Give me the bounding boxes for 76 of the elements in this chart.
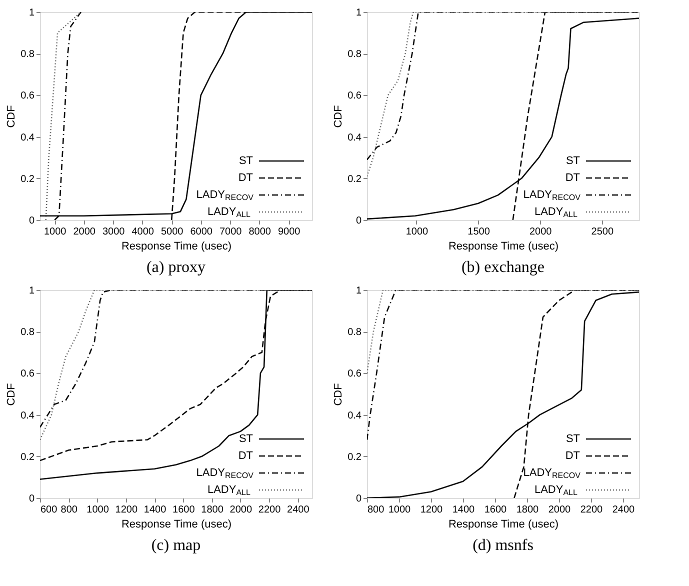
y-tick-label: 0	[28, 216, 35, 226]
x-tick-label: 3000	[102, 226, 126, 238]
y-tick-label: 0.4	[20, 132, 35, 144]
legend-label: ST	[566, 155, 580, 167]
x-tick-label: 4000	[132, 226, 154, 238]
x-tick-label: 1600	[172, 504, 196, 516]
legend-label: ST	[566, 433, 580, 445]
y-tick-label: 0.2	[348, 174, 362, 185]
x-tick-label: 1200	[115, 504, 138, 516]
x-tick-label: 9000	[278, 226, 301, 238]
text: (a) proxy	[146, 259, 206, 276]
x-tick-label: 1000	[86, 504, 110, 516]
y-tick-label: 0.2	[20, 452, 35, 463]
x-tick-label: 1000	[406, 226, 429, 238]
x-axis-title: Response Time (usec)	[121, 518, 232, 530]
legend-label: ST	[238, 433, 254, 445]
x-tick-label: 2000	[529, 226, 552, 238]
text: (d) msnfs	[472, 537, 534, 554]
legend-label: DT	[238, 172, 254, 184]
x-tick-label: 1800	[516, 504, 540, 516]
y-tick-label: 0.6	[20, 90, 35, 102]
x-tick-label: 800	[368, 504, 385, 516]
x-tick-label: 2400	[612, 504, 636, 516]
y-tick-label: 0.8	[20, 327, 35, 338]
y-tick-label: 0	[356, 216, 362, 226]
legend-label: DT	[565, 172, 580, 184]
y-axis-title: CDF	[332, 104, 345, 128]
y-tick-label: 0.6	[348, 368, 362, 380]
x-tick-label: 2000	[548, 504, 572, 516]
x-tick-label: 2200	[580, 504, 604, 516]
legend-label: ST	[238, 155, 254, 167]
y-tick-label: 0.2	[348, 452, 362, 463]
x-tick-label: 5000	[160, 226, 184, 238]
x-tick-label: 1800	[201, 504, 224, 516]
x-axis-title: Response Time (usec)	[121, 240, 232, 252]
x-tick-label: 1500	[468, 226, 490, 238]
x-tick-label: 1000	[388, 504, 412, 516]
y-axis-title: CDF	[332, 382, 345, 406]
text: (c) map	[151, 537, 201, 554]
y-tick-label: 1	[28, 286, 35, 296]
x-tick-label: 2000	[73, 226, 96, 238]
x-tick-label: 1000	[44, 226, 67, 238]
x-tick-label: 2400	[287, 504, 310, 516]
y-tick-label: 0.8	[348, 49, 362, 60]
y-tick-label: 0.6	[20, 368, 35, 380]
y-tick-label: 0.6	[348, 90, 362, 102]
legend-label: DT	[238, 450, 254, 462]
y-tick-label: 0.4	[20, 410, 35, 422]
y-tick-label: 0	[28, 494, 35, 504]
y-axis-title: CDF	[6, 382, 18, 406]
y-tick-label: 0.8	[20, 49, 35, 60]
x-axis-title: Response Time (usec)	[448, 240, 559, 252]
x-tick-label: 6000	[190, 226, 213, 238]
x-tick-label: 1400	[452, 504, 476, 516]
y-axis-title: CDF	[6, 104, 18, 128]
x-tick-label: 8000	[248, 226, 272, 238]
y-tick-label: 0	[356, 494, 362, 504]
x-tick-label: 1600	[484, 504, 508, 516]
x-tick-label: 1200	[420, 504, 444, 516]
y-tick-label: 1	[356, 286, 362, 296]
y-tick-label: 0.2	[20, 174, 35, 185]
y-tick-label: 0.4	[348, 410, 362, 422]
x-tick-label: 1400	[144, 504, 167, 516]
y-tick-label: 1	[28, 8, 35, 18]
y-tick-label: 0.4	[348, 132, 362, 144]
y-tick-label: 0.8	[348, 327, 362, 338]
x-tick-label: 2200	[258, 504, 282, 516]
x-axis-title: Response Time (usec)	[448, 518, 559, 530]
x-tick-label: 7000	[219, 226, 242, 238]
x-tick-label: 800	[60, 504, 78, 516]
x-tick-label: 600	[40, 504, 58, 516]
y-tick-label: 1	[356, 8, 362, 18]
x-tick-label: 2500	[591, 226, 614, 238]
legend-label: DT	[565, 450, 580, 462]
x-tick-label: 2000	[230, 504, 252, 516]
text: (b) exchange	[461, 259, 545, 276]
